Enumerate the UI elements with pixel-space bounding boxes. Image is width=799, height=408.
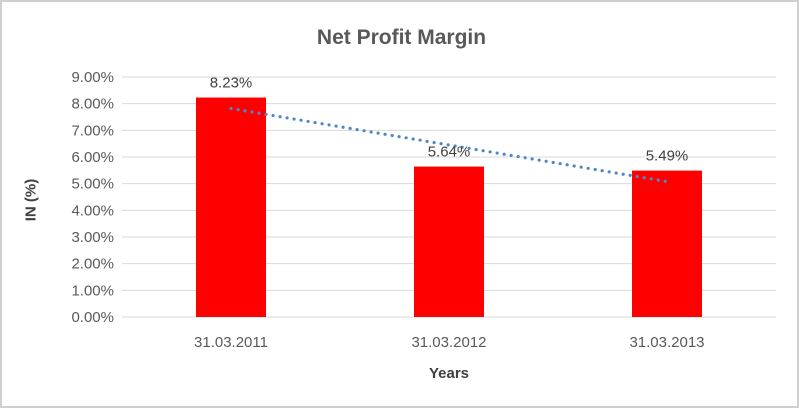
bar-31.03.2013 (632, 170, 702, 317)
trendline-group (229, 106, 669, 184)
y-tick-label: 3.00% (71, 229, 114, 246)
bar-value-label: 5.64% (428, 144, 471, 161)
bar-31.03.2011 (196, 97, 266, 318)
x-axis-title: Years (428, 365, 470, 382)
y-axis-tick-labels: 0.00% 1.00% 2.00% 3.00% 4.00% 5.00% 6.00% 7.00%… (71, 69, 114, 326)
y-tick-label: 2.00% (71, 256, 114, 273)
y-tick-label: 7.00% (71, 122, 114, 139)
bar-series (196, 97, 702, 318)
trendline (229, 106, 669, 184)
bar-31.03.2012 (414, 166, 484, 317)
x-tick-label: 31.03.2011 (194, 334, 268, 351)
data-labels: 8.23% 5.64% 5.49% (210, 75, 689, 165)
y-tick-label: 9.00% (71, 69, 114, 86)
chart-title: Net Profit Margin (316, 26, 487, 49)
y-tick-label: 0.00% (71, 309, 114, 326)
y-tick-label: 6.00% (71, 149, 114, 166)
y-tick-label: 4.00% (71, 202, 114, 219)
bar-value-label: 5.49% (646, 148, 689, 165)
y-tick-label: 8.00% (71, 96, 114, 113)
x-tick-label: 31.03.2013 (629, 334, 704, 351)
y-tick-label: 5.00% (71, 176, 114, 193)
y-tick-label: 1.00% (71, 282, 114, 299)
x-axis-tick-labels: 31.03.2011 31.03.2012 31.03.2013 (194, 334, 705, 351)
y-axis-title: IN (%) (22, 178, 40, 222)
x-tick-label: 31.03.2012 (411, 334, 486, 351)
bar-value-label: 8.23% (210, 75, 253, 92)
